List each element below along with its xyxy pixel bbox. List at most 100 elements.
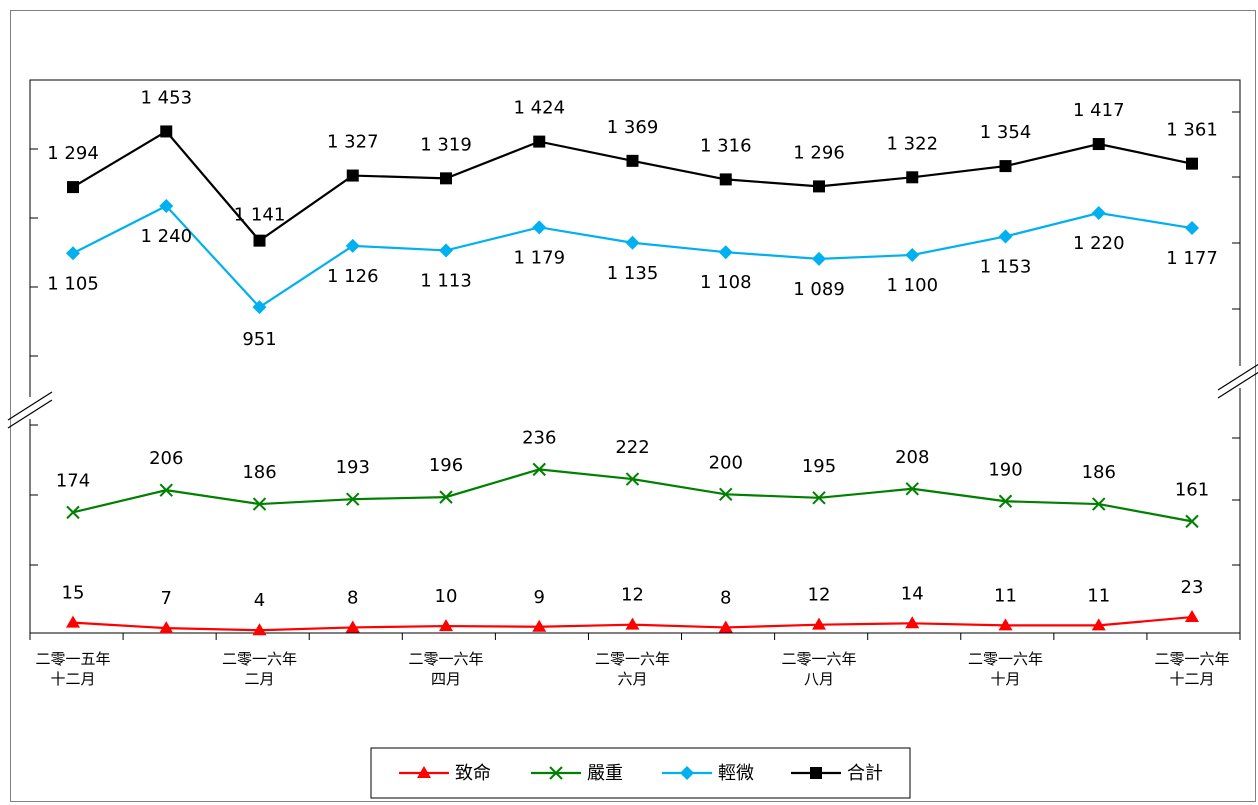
value-label-合計-8: 1 296: [793, 142, 845, 163]
marker-嚴重-10-stroke-b: [998, 494, 1013, 508]
value-label-嚴重-1: 206: [149, 448, 183, 469]
value-label-嚴重-5: 236: [522, 427, 556, 448]
marker-嚴重-3-stroke-b: [346, 492, 360, 506]
value-label-致命-5: 9: [534, 587, 545, 608]
marker-嚴重-5-stroke-b: [532, 462, 546, 477]
x-tick-label-6-line2: 六月: [617, 670, 647, 688]
x-tick-label-6-line1: 二零一六年: [595, 650, 670, 668]
value-label-輕微-3: 1 126: [327, 266, 379, 287]
value-label-輕微-5: 1 179: [513, 247, 565, 268]
marker-嚴重-8-stroke-b: [812, 491, 826, 505]
axis-break-mark-lefta: [7, 391, 53, 421]
marker-嚴重-12: [1185, 514, 1199, 529]
axis-break-mark-rightb: [1217, 371, 1258, 399]
value-label-合計-1: 1 453: [140, 87, 192, 108]
marker-嚴重-11: [1092, 497, 1106, 511]
marker-合計-1: [160, 125, 173, 138]
value-label-輕微-11: 1 220: [1073, 233, 1125, 254]
marker-致命-8: [812, 617, 826, 630]
marker-致命-3: [345, 620, 360, 633]
marker-致命-7: [718, 620, 733, 633]
marker-嚴重-2: [252, 497, 267, 511]
value-label-致命-10: 11: [994, 585, 1017, 606]
marker-嚴重-3: [346, 492, 360, 506]
x-tick-label-12-line2: 十二月: [1169, 670, 1214, 688]
marker-輕微-2: [252, 300, 267, 315]
legend-marker-合計: [810, 767, 822, 779]
marker-嚴重-5: [532, 462, 546, 477]
marker-致命-9: [905, 616, 920, 629]
marker-合計-7: [719, 173, 732, 186]
marker-嚴重-6-stroke-b: [625, 472, 640, 486]
value-label-合計-6: 1 369: [607, 117, 659, 138]
marker-合計-5: [533, 135, 546, 148]
marker-嚴重-9-stroke-b: [905, 482, 919, 496]
marker-嚴重-4: [439, 490, 453, 504]
marker-合計-9: [906, 171, 919, 184]
value-label-合計-2: 1 141: [234, 205, 286, 226]
x-tick-label-10-line1: 二零一六年: [968, 650, 1043, 668]
marker-輕微-9: [905, 248, 920, 262]
legend-label-輕微: 輕微: [718, 763, 754, 784]
marker-嚴重-7: [719, 487, 733, 502]
x-tick-label-12-line1: 二零一六年: [1154, 650, 1229, 668]
series-layer: [66, 125, 1199, 636]
marker-輕微-3: [345, 238, 360, 253]
value-label-嚴重-11: 186: [1082, 462, 1116, 483]
chart-frame: [10, 10, 1256, 802]
axis-break-mark-righta: [1217, 363, 1258, 391]
marker-輕微-11: [1091, 206, 1106, 220]
marker-致命-10: [998, 618, 1013, 631]
value-label-嚴重-0: 174: [56, 470, 90, 491]
legend-marker-嚴重-stroke-b: [549, 766, 563, 780]
marker-嚴重-6: [625, 472, 640, 486]
marker-輕微-6: [625, 235, 640, 250]
value-label-輕微-12: 1 177: [1166, 248, 1218, 269]
value-label-輕微-7: 1 108: [700, 272, 752, 293]
value-label-嚴重-9: 208: [895, 447, 929, 468]
axes: [7, 79, 1258, 640]
marker-輕微-10: [998, 229, 1013, 244]
marker-致命-2: [252, 623, 267, 636]
marker-合計-11: [1092, 138, 1105, 151]
value-label-嚴重-3: 193: [336, 457, 370, 478]
value-label-嚴重-10: 190: [988, 459, 1022, 480]
x-tick-label-8-line2: 八月: [804, 670, 834, 688]
legend-label-嚴重: 嚴重: [587, 763, 623, 784]
marker-致命-11: [1091, 618, 1106, 631]
marker-嚴重-4-stroke-b: [439, 490, 453, 504]
value-label-致命-8: 12: [808, 585, 831, 606]
legend-label-合計: 合計: [847, 763, 883, 784]
x-tick-label-8-line1: 二零一六年: [781, 650, 856, 668]
x-tick-label-0-line2: 十二月: [50, 670, 95, 688]
marker-嚴重-8: [812, 491, 826, 505]
x-tick-label-2-line1: 二零一六年: [222, 650, 297, 668]
value-label-合計-3: 1 327: [327, 132, 379, 153]
value-label-合計-5: 1 424: [513, 98, 565, 119]
marker-合計-4: [440, 172, 452, 185]
value-label-致命-11: 11: [1087, 585, 1110, 606]
value-label-致命-3: 8: [347, 587, 358, 608]
marker-輕微-7: [718, 245, 733, 260]
marker-嚴重-2-stroke-b: [252, 497, 267, 511]
value-label-輕微-10: 1 153: [980, 256, 1032, 277]
marker-致命-5: [532, 619, 547, 632]
legend-marker-輕微: [680, 766, 694, 780]
value-label-致命-7: 8: [720, 587, 731, 608]
marker-嚴重-1-stroke-b: [159, 483, 173, 497]
marker-輕微-1: [159, 199, 174, 213]
marker-輕微-5: [532, 220, 547, 235]
marker-致命-12: [1185, 610, 1199, 623]
value-label-嚴重-6: 222: [615, 437, 649, 458]
value-label-致命-0: 15: [62, 583, 85, 604]
marker-合計-8: [813, 180, 825, 193]
marker-輕微-12: [1185, 221, 1199, 236]
value-label-合計-9: 1 322: [886, 133, 938, 154]
value-label-合計-10: 1 354: [980, 122, 1032, 143]
marker-嚴重-0: [66, 505, 80, 520]
value-label-輕微-2: 951: [242, 329, 276, 350]
marker-致命-0: [66, 615, 80, 628]
marker-致命-6: [625, 617, 640, 630]
marker-嚴重-10: [998, 494, 1013, 508]
